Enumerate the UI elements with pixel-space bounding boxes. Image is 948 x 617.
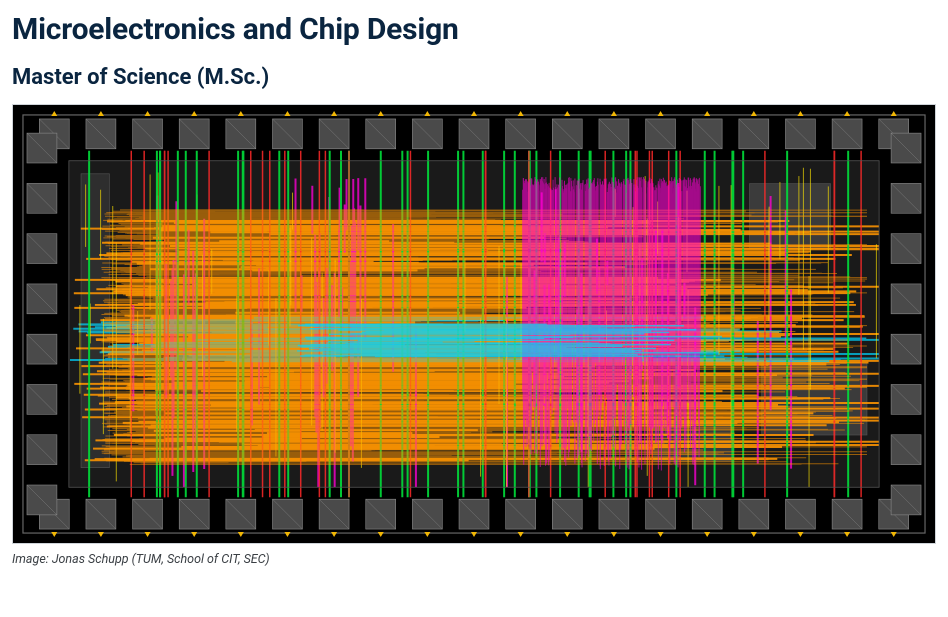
image-caption: Image: Jonas Schupp (TUM, School of CIT,…	[12, 552, 936, 567]
hero-image	[12, 104, 936, 544]
chip-layout-svg	[13, 105, 935, 543]
page-subtitle: Master of Science (M.Sc.)	[12, 65, 936, 90]
page-title: Microelectronics and Chip Design	[12, 12, 936, 47]
